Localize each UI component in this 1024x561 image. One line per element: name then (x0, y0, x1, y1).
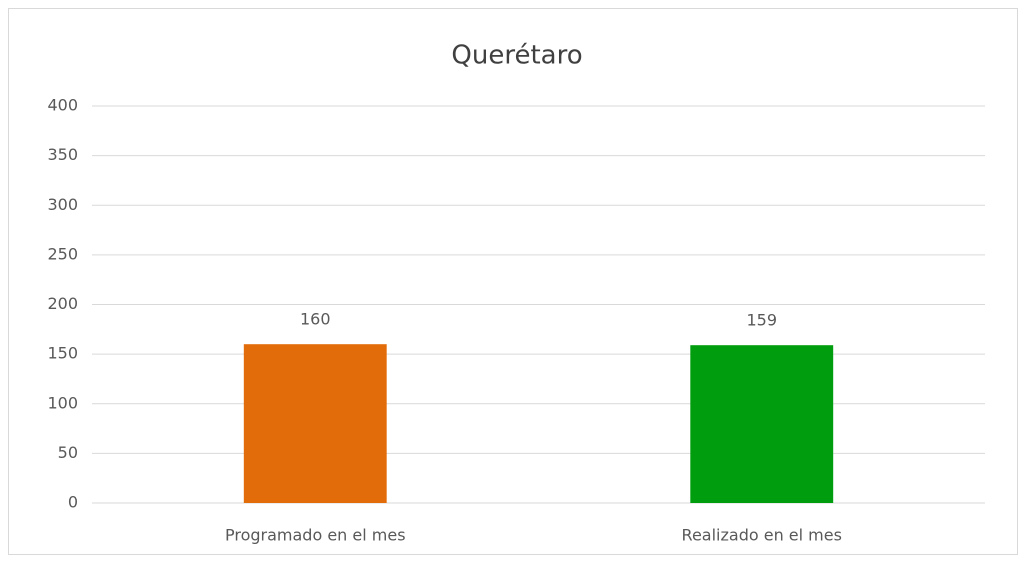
bar (243, 344, 387, 503)
y-tick-label: 250 (47, 244, 78, 263)
chart-border (8, 8, 1018, 555)
y-tick-label: 50 (58, 443, 78, 462)
y-tick-label: 100 (47, 393, 78, 412)
y-tick-label: 350 (47, 145, 78, 164)
y-tick-label: 150 (47, 344, 78, 363)
bar (690, 345, 834, 503)
y-tick-label: 0 (68, 493, 78, 512)
x-tick-label: Realizado en el mes (682, 526, 842, 545)
x-tick-label: Programado en el mes (225, 526, 406, 545)
chart-title: Querétaro (451, 41, 582, 71)
y-tick-label: 300 (47, 195, 78, 214)
y-tick-label: 400 (47, 96, 78, 115)
data-label: 159 (746, 311, 777, 330)
y-tick-label: 200 (47, 294, 78, 313)
data-label: 160 (300, 310, 331, 329)
